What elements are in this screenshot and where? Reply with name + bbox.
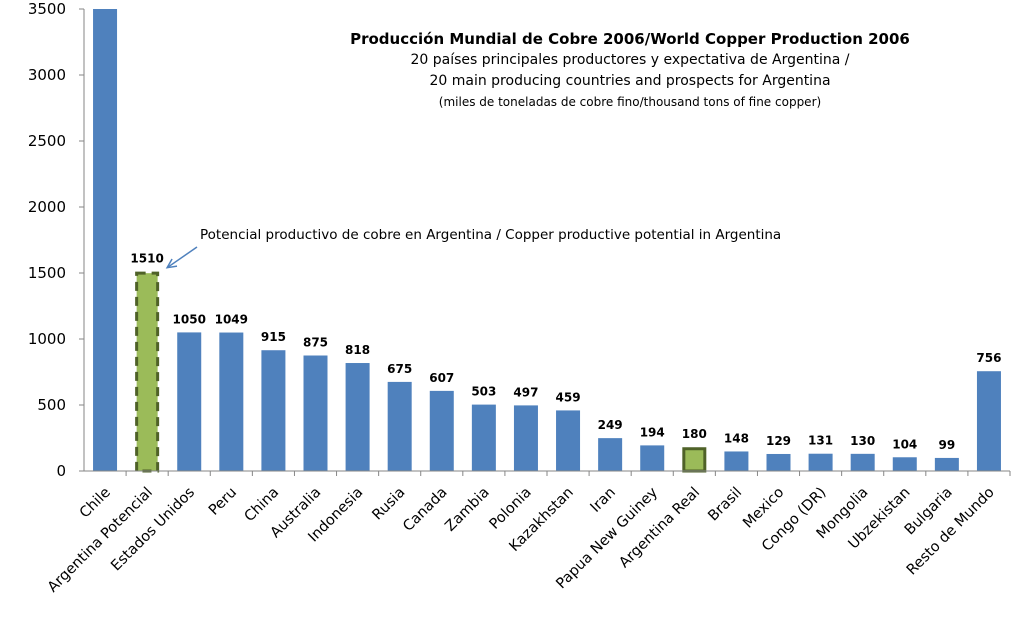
bar-canada	[429, 390, 454, 471]
bar-estados-unidos	[177, 332, 202, 471]
bar-iran	[598, 438, 623, 471]
x-tick-label-iran: Iran	[588, 485, 619, 516]
bar-china	[261, 350, 286, 471]
annotation-text: Potencial productivo de cobre en Argenti…	[200, 227, 782, 243]
data-label-australia: 875	[303, 336, 328, 350]
bar-peru	[219, 332, 244, 471]
data-labels: 5361 1510 1050 1049 915 875 818 675 607 503 497 459…	[88, 0, 1001, 452]
x-tick-label-zambia: Zambia	[442, 485, 492, 535]
chart-subtitle-line-1: 20 países principales productores y expe…	[410, 52, 850, 68]
data-label-congo-dr: 131	[808, 434, 833, 448]
data-label-argentina-real: 180	[682, 427, 707, 441]
bar-argentina-real	[682, 447, 707, 473]
y-tick-label: 3000	[28, 66, 66, 84]
x-tick-label-chile: Chile	[77, 484, 114, 521]
data-label-papua-new-guiney: 194	[640, 425, 665, 439]
bar-zambia	[471, 404, 496, 471]
bar-bulgaria	[934, 457, 959, 471]
data-label-china: 915	[261, 330, 286, 344]
bar-resto-de-mundo	[976, 371, 1001, 471]
chart-title-block: Producción Mundial de Cobre 2006/World C…	[280, 28, 980, 112]
bar-australia	[303, 355, 328, 471]
y-tick-label: 0	[56, 462, 66, 480]
y-tick-label: 3500	[28, 0, 66, 18]
data-label-ubzekistan: 104	[892, 437, 917, 451]
x-tick-label-brasil: Brasil	[705, 485, 745, 525]
data-label-peru: 1049	[215, 313, 248, 327]
bars	[93, 9, 1001, 473]
y-axis: 0 500 1000 1500 2000 2500 3000 3500	[28, 0, 85, 480]
y-tick-label: 2500	[28, 132, 66, 150]
arrow-shaft	[166, 246, 198, 269]
data-label-mexico: 129	[766, 434, 791, 448]
bar-brasil	[724, 451, 749, 471]
data-label-canada: 607	[429, 371, 454, 385]
data-label-bulgaria: 99	[939, 438, 956, 452]
chart-title: Producción Mundial de Cobre 2006/World C…	[350, 30, 910, 48]
bar-mongolia	[850, 453, 875, 471]
chart-subtitle-line-3: (miles de toneladas de cobre fino/thousa…	[438, 95, 822, 109]
bar-argentina-potencial	[135, 271, 160, 473]
bar-congo-dr	[808, 453, 833, 471]
x-tick-label-peru: Peru	[206, 485, 240, 519]
bar-mexico	[766, 453, 791, 471]
bar-kazakhstan	[556, 410, 581, 471]
annotation-arrow	[165, 246, 198, 269]
bar-indonesia	[345, 363, 370, 471]
data-label-brasil: 148	[724, 431, 749, 445]
y-tick-label: 2000	[28, 198, 66, 216]
data-label-estados-unidos: 1050	[173, 312, 206, 326]
chart-subtitle-line-2: 20 main producing countries and prospect…	[429, 73, 831, 89]
data-label-chile: 5361	[88, 0, 121, 1]
data-label-rusia: 675	[387, 362, 412, 376]
data-label-kazakhstan: 459	[556, 390, 581, 404]
x-tick-label-argentina-real: Argentina Real	[616, 485, 703, 572]
data-label-iran: 249	[598, 418, 623, 432]
data-label-resto-de-mundo: 756	[976, 351, 1001, 365]
bar-papua-new-guiney	[640, 445, 665, 471]
y-tick-label: 1500	[28, 264, 66, 282]
bar-chile	[93, 9, 118, 471]
data-label-argentina-potencial: 1510	[130, 252, 163, 266]
data-label-zambia: 503	[471, 385, 496, 399]
data-label-mongolia: 130	[850, 434, 875, 448]
x-tick-label-canada: Canada	[400, 485, 450, 535]
y-tick-label: 500	[37, 396, 66, 414]
bar-rusia	[387, 381, 412, 471]
data-label-indonesia: 818	[345, 343, 370, 357]
arrow-head	[165, 258, 178, 269]
bar-polonia	[513, 405, 538, 471]
x-tick-label-rusia: Rusia	[370, 485, 409, 524]
data-label-polonia: 497	[513, 385, 538, 399]
y-tick-label: 1000	[28, 330, 66, 348]
x-tick-label-china: China	[242, 485, 283, 526]
bar-ubzekistan	[892, 457, 917, 471]
